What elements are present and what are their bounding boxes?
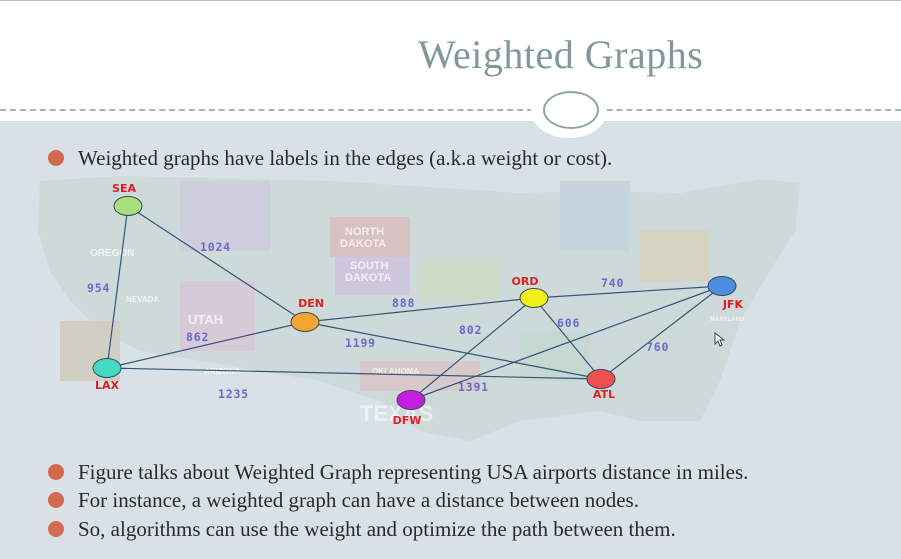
edge-weight-ord-jfk: 740 — [601, 276, 624, 290]
map-label-south-dakota-2: DAKOTA — [345, 272, 391, 284]
node-label-ord: ORD — [512, 275, 539, 288]
bullet-3-text: For instance, a weighted graph can have … — [78, 488, 639, 512]
map-label-maryland: MARYLAND — [710, 317, 745, 323]
edge-jfk-atl — [600, 285, 723, 380]
edge-lax-atl — [106, 367, 602, 380]
bullet-dot-icon — [48, 492, 64, 508]
map-label-arizona: ARIZONA — [204, 367, 241, 376]
node-sea — [113, 196, 143, 216]
slide-title: Weighted Graphs — [418, 32, 704, 77]
map-label-oregon: OREGON — [90, 248, 134, 259]
node-label-den: DEN — [298, 297, 324, 310]
map-label-north-dakota-1: NORTH — [345, 226, 384, 238]
bullet-4-text: So, algorithms can use the weight and op… — [78, 517, 676, 541]
edge-den-lax — [106, 321, 306, 369]
edge-weight-jfk-dfw: 1391 — [458, 380, 489, 394]
edge-sea-den — [127, 205, 306, 323]
edge-jfk-dfw — [410, 285, 723, 401]
node-label-lax: LAX — [95, 379, 120, 392]
node-den — [290, 312, 320, 332]
bullet-dot-icon — [48, 464, 64, 480]
node-lax — [92, 358, 122, 378]
edge-weight-den-lax: 862 — [186, 330, 209, 344]
edge-weight-sea-den: 1024 — [200, 240, 231, 254]
edge-weight-ord-dfw: 802 — [459, 323, 482, 337]
node-label-atl: ATL — [593, 388, 615, 401]
edge-den-ord — [304, 297, 535, 323]
edge-ord-atl — [533, 297, 602, 380]
bullet-2: Figure talks about Weighted Graph repres… — [48, 460, 748, 485]
edge-den-atl — [304, 321, 602, 380]
node-ord — [519, 288, 549, 308]
bullet-3: For instance, a weighted graph can have … — [48, 488, 639, 513]
mouse-cursor-icon — [714, 332, 726, 347]
node-label-jfk: JFK — [722, 298, 744, 311]
edge-weight-den-atl: 1199 — [345, 336, 376, 350]
node-label-sea: SEA — [112, 182, 136, 195]
map-label-south-dakota-1: SOUTH — [350, 260, 389, 272]
map-label-oklahoma: OKLAHOMA — [372, 367, 419, 376]
bullet-4: So, algorithms can use the weight and op… — [48, 517, 676, 542]
bullet-dot-icon — [48, 521, 64, 537]
edge-ord-dfw — [410, 297, 535, 401]
node-atl — [586, 369, 616, 389]
node-jfk — [707, 276, 737, 296]
map-label-north-dakota-2: DAKOTA — [340, 238, 386, 250]
node-dfw — [396, 390, 426, 410]
bullet-1: Weighted graphs have labels in the edges… — [48, 146, 612, 171]
bullet-1-text: Weighted graphs have labels in the edges… — [78, 146, 613, 170]
map-label-utah: UTAH — [188, 312, 223, 327]
header-divider — [0, 109, 901, 111]
edge-weight-jfk-atl: 760 — [646, 340, 669, 354]
ornament-ring-icon — [543, 91, 599, 129]
map-label-nevada: NEVADA — [126, 295, 159, 304]
bullet-2-text: Figure talks about Weighted Graph repres… — [78, 460, 749, 484]
edge-weight-den-ord: 888 — [392, 296, 415, 310]
edge-ord-jfk — [533, 285, 723, 299]
bullet-dot-icon — [48, 150, 64, 166]
edge-weight-lax-atl: 1235 — [218, 387, 249, 401]
node-label-dfw: DFW — [393, 414, 422, 427]
edge-weight-ord-atl: 606 — [557, 316, 580, 330]
edge-sea-lax — [106, 205, 129, 369]
slide-header: Weighted Graphs — [0, 0, 901, 111]
edge-weight-sea-lax: 954 — [87, 281, 110, 295]
